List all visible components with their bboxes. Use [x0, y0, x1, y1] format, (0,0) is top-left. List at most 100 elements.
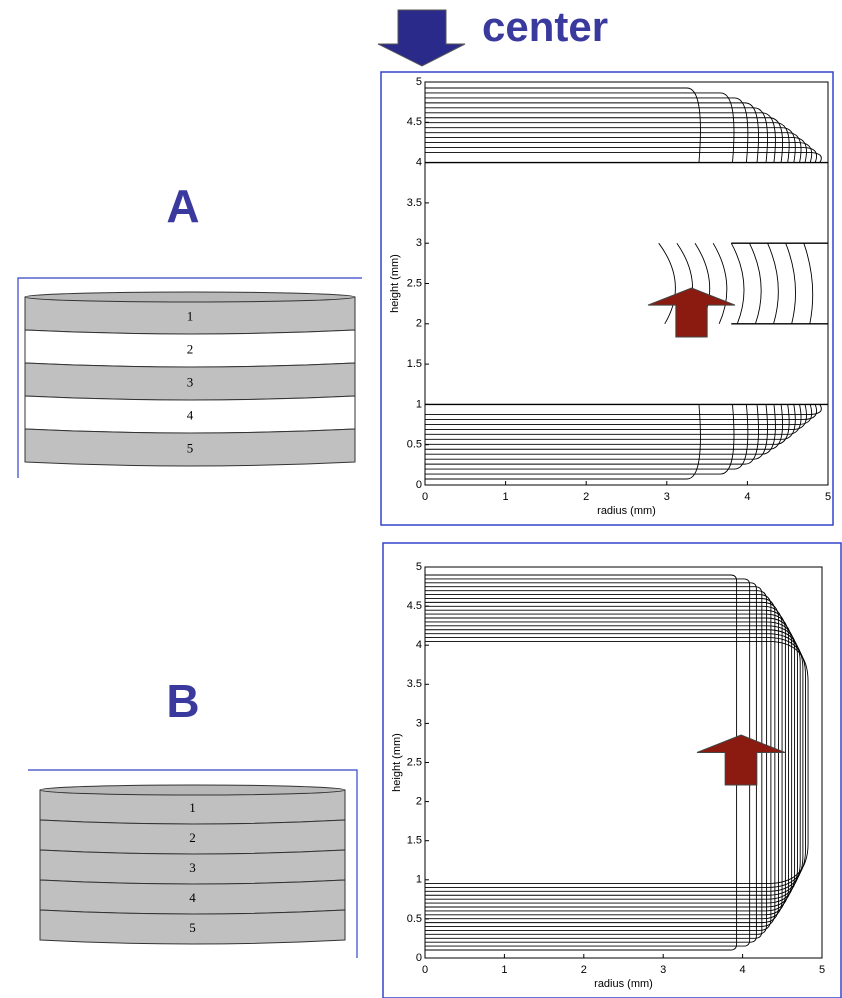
x-tick-label: 0	[422, 491, 428, 503]
contour	[425, 404, 807, 430]
contour	[425, 617, 793, 908]
stack-frame	[17, 277, 362, 478]
layer-number: 5	[187, 440, 194, 455]
contour	[425, 147, 818, 163]
contour	[425, 629, 801, 896]
y-tick-label: 3.5	[407, 678, 422, 690]
contour	[425, 122, 790, 163]
x-tick-label: 4	[740, 964, 746, 976]
contours	[425, 574, 809, 951]
red-arrow	[696, 734, 786, 786]
y-tick-label: 0.5	[407, 913, 422, 925]
layer-number: 1	[187, 308, 194, 323]
y-tick-label: 2.5	[407, 277, 422, 289]
y-tick-label: 1	[416, 874, 422, 886]
x-tick-label: 4	[744, 491, 750, 503]
contour	[425, 594, 772, 931]
y-tick-label: 0.5	[407, 439, 422, 451]
contours	[425, 87, 828, 480]
contour	[425, 625, 798, 900]
y-tick-label: 4.5	[407, 600, 422, 612]
contour	[425, 404, 822, 415]
contour	[425, 613, 790, 912]
y-tick-label: 3	[416, 237, 422, 249]
contour	[425, 404, 790, 445]
y-tick-label: 1.5	[407, 358, 422, 370]
stack-layer	[24, 428, 356, 467]
center-label: center	[482, 3, 608, 50]
contour	[425, 404, 784, 450]
y-tick-label: 5	[416, 76, 422, 88]
contour	[425, 404, 813, 425]
x-tick-label: 2	[581, 964, 587, 976]
contour	[425, 97, 749, 163]
contour	[658, 242, 676, 325]
y-tick-label: 3.5	[407, 197, 422, 209]
y-axis-label: height (mm)	[389, 254, 401, 313]
stack-top	[24, 291, 356, 303]
contour	[749, 243, 762, 324]
x-tick-label: 3	[664, 491, 670, 503]
contour	[425, 107, 768, 163]
contour	[425, 641, 809, 884]
contour	[425, 605, 783, 920]
contour	[803, 243, 814, 324]
y-tick-label: 2	[416, 318, 422, 330]
contour	[425, 127, 796, 163]
x-tick-label: 5	[825, 491, 831, 503]
y-tick-label: 1	[416, 398, 422, 410]
contour	[425, 586, 763, 939]
contour	[730, 242, 745, 324]
y-axis-label: height (mm)	[391, 733, 403, 792]
contour	[425, 142, 813, 163]
contour	[425, 609, 786, 916]
x-tick-label: 1	[501, 964, 507, 976]
contour	[767, 243, 779, 324]
y-tick-label: 4	[416, 639, 422, 651]
panel-label: B	[166, 675, 199, 727]
layer-number: 3	[187, 374, 194, 389]
y-tick-label: 0	[416, 952, 422, 964]
contour	[712, 242, 728, 324]
y-tick-label: 2.5	[407, 756, 422, 768]
contour	[425, 637, 806, 888]
contour	[425, 590, 768, 935]
center-arrow	[377, 9, 466, 67]
x-tick-label: 1	[503, 491, 509, 503]
y-tick-label: 3	[416, 717, 422, 729]
y-tick-label: 2	[416, 796, 422, 808]
y-tick-label: 0	[416, 479, 422, 491]
contour	[425, 621, 796, 904]
contour	[425, 137, 807, 163]
y-tick-label: 4	[416, 157, 422, 169]
contour	[425, 404, 796, 440]
plot-frame	[380, 71, 834, 526]
x-axis-label: radius (mm)	[597, 505, 656, 517]
y-tick-label: 1.5	[407, 835, 422, 847]
layer-number: 4	[189, 890, 196, 905]
x-tick-label: 0	[422, 964, 428, 976]
panel-label: A	[166, 180, 199, 232]
contour	[425, 404, 759, 465]
contour	[785, 243, 796, 324]
x-tick-label: 3	[660, 964, 666, 976]
red-arrow	[647, 287, 736, 338]
layer-number: 1	[189, 800, 196, 815]
x-tick-label: 2	[583, 491, 589, 503]
contour	[425, 117, 784, 163]
stack-layer	[39, 909, 346, 945]
y-tick-label: 5	[416, 561, 422, 573]
contour	[425, 633, 804, 892]
stack-frame	[28, 769, 358, 958]
layer-number: 2	[189, 830, 196, 845]
layer-number: 2	[187, 341, 194, 356]
contour	[425, 601, 780, 924]
layer-number: 5	[189, 920, 196, 935]
contour	[425, 152, 822, 163]
contour	[425, 102, 759, 163]
stack-top	[39, 784, 346, 796]
x-tick-label: 5	[819, 964, 825, 976]
contour	[425, 404, 749, 470]
contour	[425, 598, 776, 927]
